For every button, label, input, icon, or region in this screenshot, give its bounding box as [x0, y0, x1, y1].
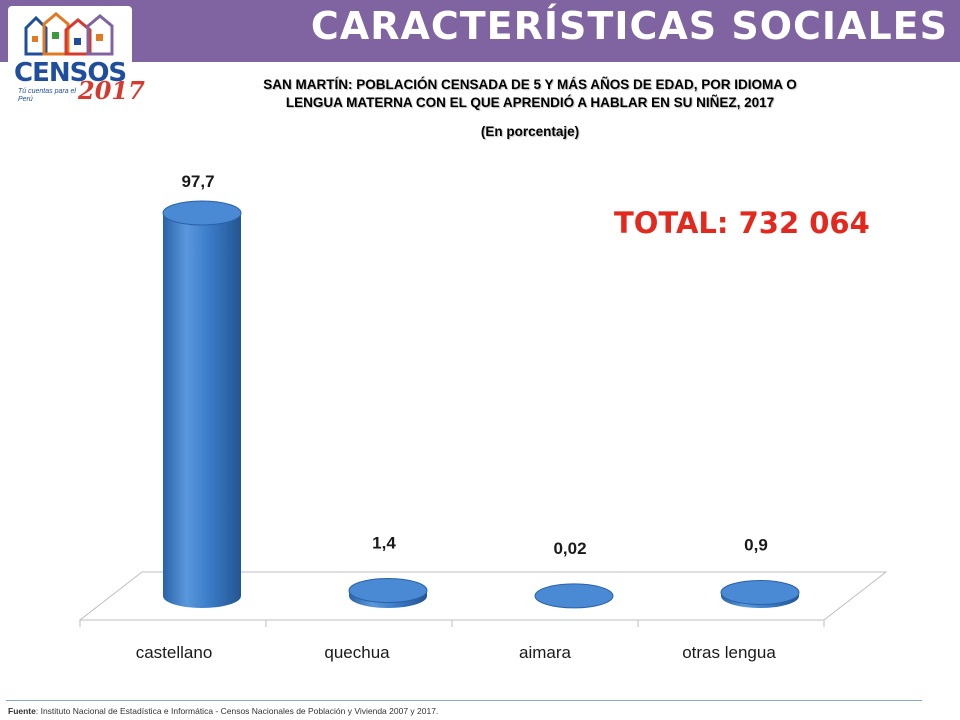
- bar-aimara: [534, 583, 614, 609]
- bar-quechua: [348, 578, 428, 608]
- houses-icon: [24, 12, 114, 56]
- x-tick-label-castellano: castellano: [136, 643, 213, 662]
- chart-title-line-1: SAN MARTÍN: POBLACIÓN CENSADA DE 5 Y MÁS…: [263, 77, 797, 92]
- footer-source-label: Fuente: [8, 706, 36, 716]
- total-label: TOTAL: 732 064: [614, 206, 870, 240]
- footer-source-text: : Instituto Nacional de Estadística e In…: [35, 706, 439, 716]
- logo-slogan: Tú cuentas para el Perú: [18, 88, 76, 103]
- x-tick-label-otras-lengua: otras lengua: [682, 643, 776, 662]
- chart-title: SAN MARTÍN: POBLACIÓN CENSADA DE 5 Y MÁS…: [160, 76, 900, 112]
- x-tick-label-quechua: quechua: [324, 643, 390, 662]
- bar-otras-lengua: [720, 579, 800, 608]
- censos-logo: CENSOS 2017 Tú cuentas para el Perú: [8, 6, 145, 110]
- data-label-quechua: 1,4: [372, 534, 396, 553]
- chart-unit: (En porcentaje): [480, 124, 580, 139]
- x-tick-label-aimara: aimara: [519, 643, 572, 662]
- chart-title-line-2: LENGUA MATERNA CON EL QUE APRENDIÓ A HAB…: [285, 95, 775, 110]
- data-label-otras-lengua: 0,9: [744, 535, 768, 554]
- header-bar: [0, 0, 960, 62]
- page-title: CARACTERÍSTICAS SOCIALES: [310, 4, 948, 48]
- footer-divider: [6, 700, 922, 701]
- data-label-aimara: 0,02: [553, 539, 586, 558]
- data-label-castellano: 97,7: [181, 172, 214, 191]
- footer-source: Fuente: Instituto Nacional de Estadístic…: [8, 706, 438, 716]
- logo-year: 2017: [78, 76, 145, 105]
- bar-castellano: [162, 200, 242, 608]
- chart-floor: [78, 571, 888, 621]
- logo-wordmark: CENSOS: [14, 58, 127, 88]
